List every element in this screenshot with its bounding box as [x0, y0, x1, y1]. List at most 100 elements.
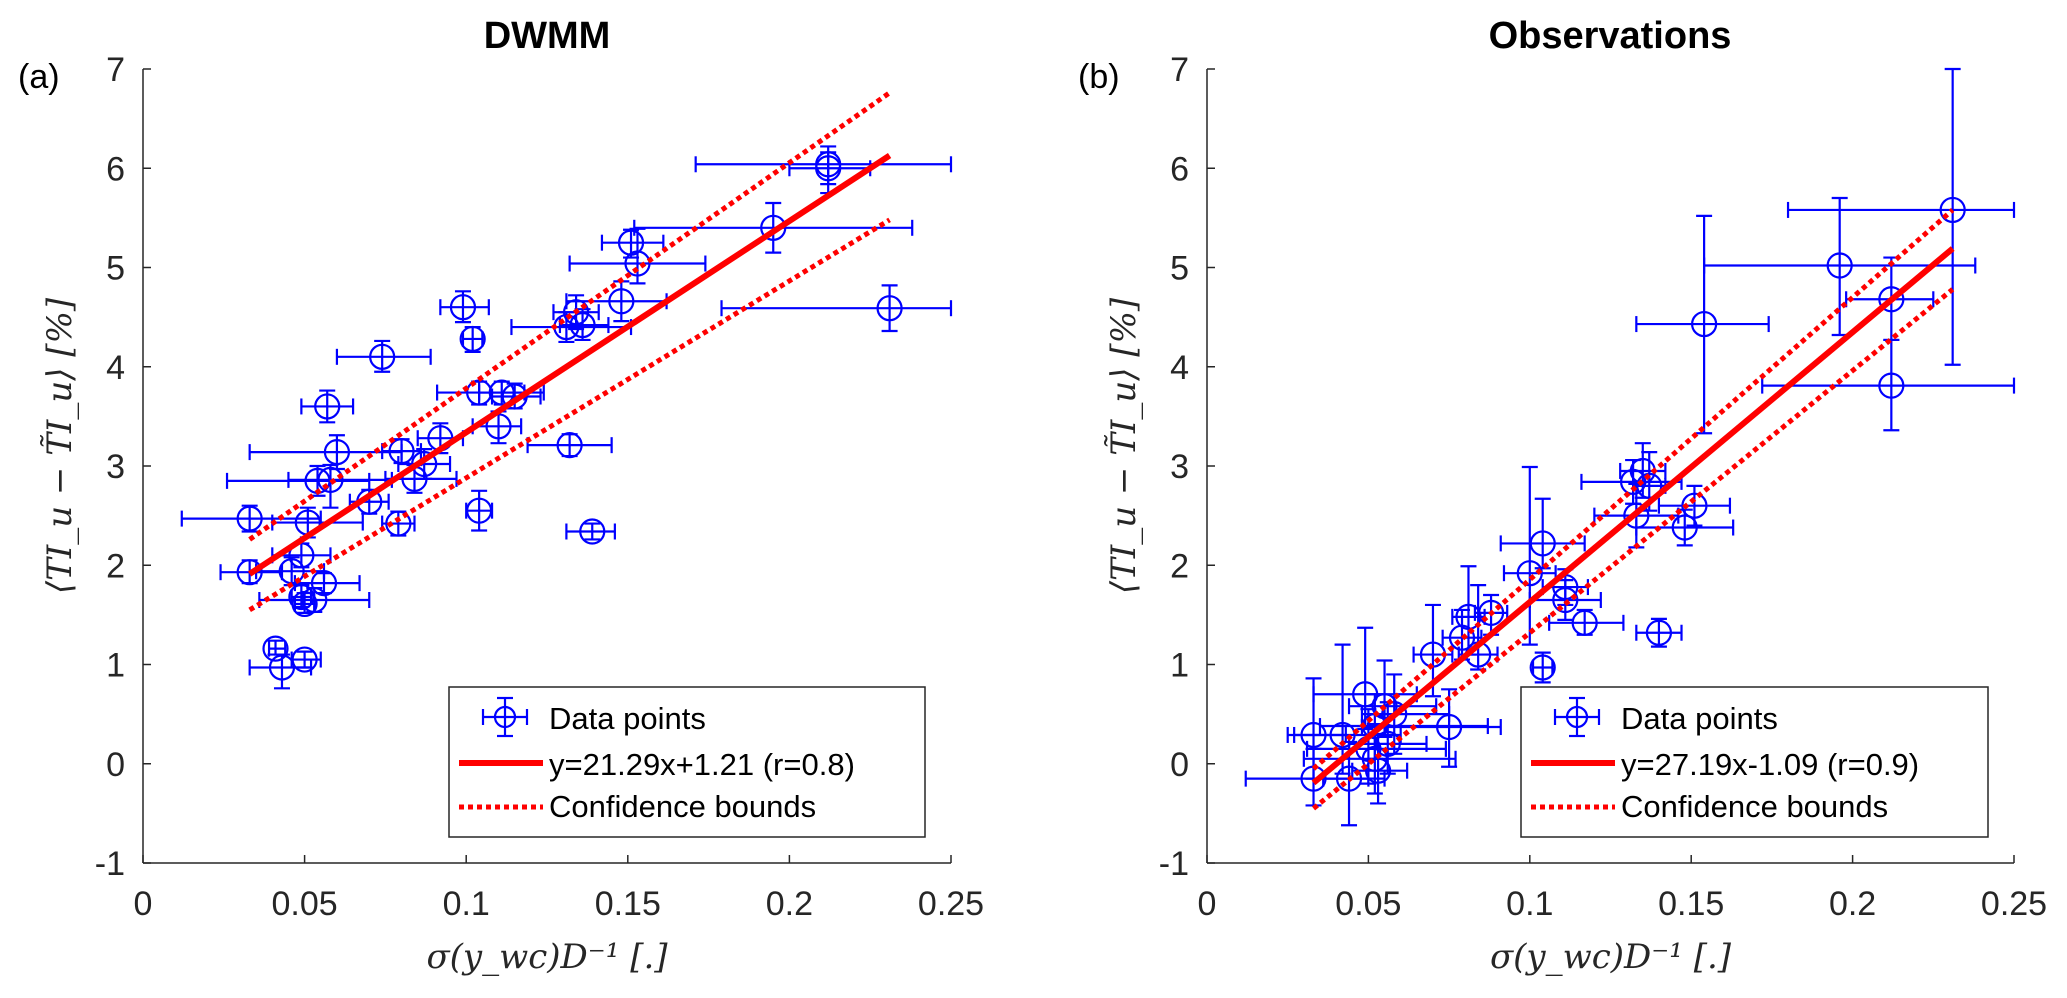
data-point [1312, 626, 1418, 731]
point-marker [1552, 586, 1579, 614]
data-point [465, 489, 494, 532]
y-tick-label: 1 [106, 647, 125, 685]
x-tick-label: 0.15 [595, 885, 661, 923]
point-marker [760, 214, 787, 241]
point-marker [1571, 609, 1598, 636]
point-marker [291, 590, 318, 618]
x-axis-label: σ(y_wc)D⁻¹ [.] [426, 937, 668, 977]
legend-icon-part [1565, 705, 1589, 729]
legend-label-confidence: Confidence bounds [1621, 789, 1888, 824]
panel-label: (a) [18, 58, 60, 96]
point-marker [1878, 286, 1905, 313]
data-point [287, 463, 393, 509]
point-marker [1329, 721, 1356, 749]
point-marker [385, 510, 412, 537]
point-marker [369, 343, 396, 370]
data-point [558, 308, 610, 342]
x-tick-label: 0.05 [272, 885, 338, 923]
y-tick-label: -1 [95, 845, 125, 883]
y-tick-label: 4 [106, 349, 125, 387]
x-tick-label: 0.05 [1335, 885, 1401, 923]
x-tick-label: 0.1 [443, 885, 490, 923]
data-point [568, 227, 707, 285]
x-tick-label: 0.2 [1829, 885, 1876, 923]
legend: Data points y=27.19x-1.09 (r=0.9) Confiden… [1520, 686, 1989, 838]
y-tick-label: 6 [106, 150, 125, 188]
y-tick-label: 5 [1170, 250, 1189, 288]
data-point [1635, 508, 1735, 547]
data-point [1441, 608, 1483, 661]
point-marker [624, 250, 651, 277]
confidence-bound-upper [248, 90, 892, 542]
legend-label-fit: y=21.29x+1.21 (r=0.8) [549, 747, 855, 782]
legend-data-point-icon [481, 696, 529, 738]
y-tick-label: -1 [1159, 845, 1189, 883]
data-point [1635, 617, 1683, 648]
data-point [335, 339, 432, 373]
point-marker [556, 432, 583, 459]
point-marker [317, 466, 344, 493]
point-marker [1691, 310, 1718, 338]
y-axis-label: ⟨TI_u − T̃I_u⟩ [%] [40, 297, 80, 594]
point-marker [449, 294, 477, 321]
point-marker [569, 311, 596, 339]
data-point [1293, 643, 1402, 775]
point-marker [466, 497, 493, 524]
x-tick-label: 0.25 [1981, 885, 2047, 923]
point-marker [314, 393, 341, 420]
data-point [633, 201, 914, 254]
x-tick-label: 0 [134, 885, 153, 923]
data-point [291, 590, 318, 618]
legend-label-data-points: Data points [549, 701, 706, 736]
point-marker [459, 325, 486, 353]
y-tick-label: 3 [1170, 448, 1189, 486]
data-point [293, 570, 361, 597]
legend-label-confidence: Confidence bounds [549, 789, 816, 824]
x-tick-label: 0.15 [1658, 885, 1724, 923]
point-marker [579, 518, 606, 545]
data-point [459, 325, 486, 353]
point-marker [1448, 624, 1476, 651]
data-point [1528, 579, 1602, 621]
data-point [1635, 214, 1770, 435]
y-tick-label: 2 [106, 547, 125, 585]
chart-title: DWMM [484, 15, 611, 57]
x-tick-label: 0.1 [1506, 885, 1553, 923]
legend-label-data-points: Data points [1621, 701, 1778, 736]
confidence-bound-lower [1311, 287, 1955, 811]
data-point [439, 290, 490, 324]
point-marker [268, 654, 296, 681]
point-marker [236, 505, 263, 532]
data-point [720, 284, 953, 333]
data-point [1502, 465, 1557, 646]
data-point [565, 518, 616, 545]
y-tick-label: 7 [106, 51, 125, 89]
data-point [248, 653, 313, 690]
point-marker [1671, 514, 1698, 541]
y-tick-label: 5 [106, 250, 125, 288]
data-point [381, 438, 423, 465]
confidence-bound-lower [248, 217, 891, 613]
data-point [1761, 338, 2016, 432]
legend-icon-part [493, 705, 517, 729]
legend-data-point-icon [1553, 696, 1601, 738]
point-marker [310, 570, 338, 597]
point-marker [876, 295, 903, 322]
point-marker [1529, 654, 1556, 681]
point-marker [1645, 619, 1673, 646]
x-tick-label: 0.25 [918, 885, 984, 923]
fit-line [1311, 246, 1955, 786]
point-marker [1335, 765, 1363, 792]
y-tick-label: 3 [106, 448, 125, 486]
y-tick-label: 2 [1170, 547, 1189, 585]
x-tick-label: 0.2 [766, 885, 813, 923]
point-marker [291, 646, 318, 673]
y-tick-label: 4 [1170, 349, 1189, 387]
point-marker [1939, 196, 1966, 224]
y-tick-label: 0 [1170, 746, 1189, 784]
